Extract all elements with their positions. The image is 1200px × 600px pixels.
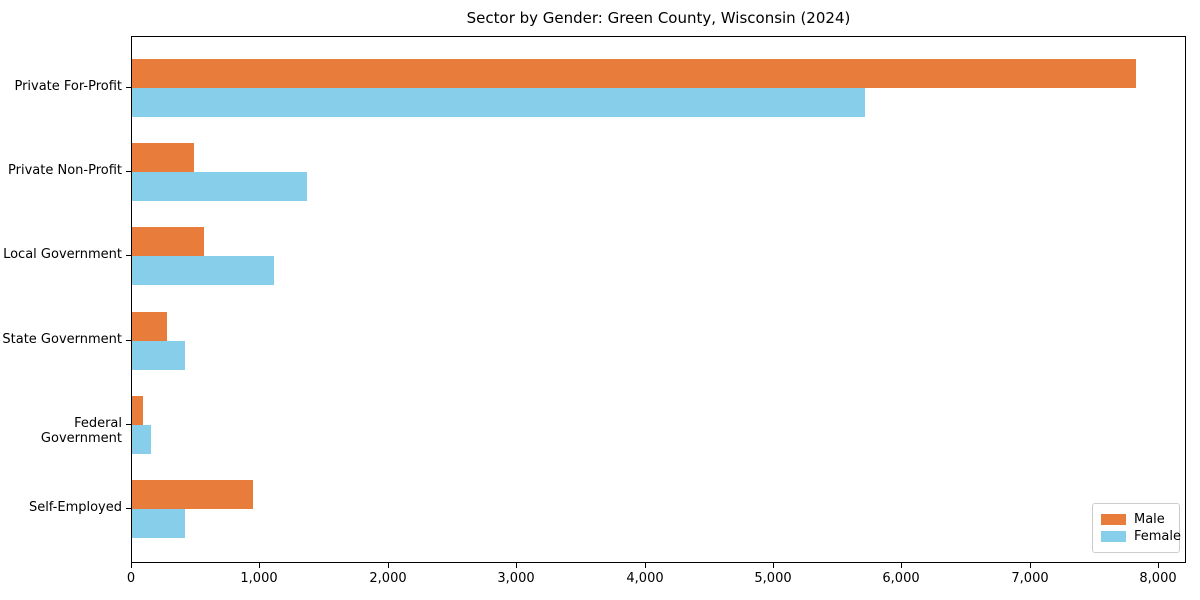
x-axis-tick <box>773 563 774 568</box>
x-axis-tick <box>1158 563 1159 568</box>
y-axis-tick <box>126 255 131 256</box>
y-axis-label: Local Government <box>3 247 122 262</box>
y-axis-label: State Government <box>2 332 122 347</box>
bar-male-4 <box>132 311 167 341</box>
x-tick-label: 0 <box>126 571 136 586</box>
x-axis-tick <box>901 563 902 568</box>
x-axis-tick <box>516 563 517 568</box>
x-tick-label: 4,000 <box>626 571 664 586</box>
x-tick-label: 7,000 <box>1011 571 1049 586</box>
bar-female-3 <box>132 256 274 286</box>
x-tick-label: 1,000 <box>240 571 278 586</box>
legend-swatch-male-icon <box>1101 514 1126 525</box>
chart-title: Sector by Gender: Green County, Wisconsi… <box>466 9 851 27</box>
y-axis-tick <box>126 424 131 425</box>
bar-female-2 <box>132 172 307 202</box>
bar-female-1 <box>132 88 865 117</box>
bar-male-2 <box>132 143 194 173</box>
x-tick-label: 6,000 <box>882 571 920 586</box>
bar-female-5 <box>132 424 151 454</box>
bar-male-5 <box>132 395 143 425</box>
bar-female-6 <box>132 509 185 538</box>
y-axis-label: Self-Employed <box>28 500 122 515</box>
x-axis-tick <box>1030 563 1031 568</box>
y-axis-tick <box>126 340 131 341</box>
y-axis-label: Private For-Profit <box>14 79 122 94</box>
legend-label-male: Male <box>1134 512 1165 527</box>
bar-male-6 <box>132 480 253 509</box>
x-tick-label: 3,000 <box>497 571 535 586</box>
legend: Male Female <box>1092 503 1181 553</box>
legend-entry-male: Male <box>1101 511 1171 528</box>
legend-entry-female: Female <box>1101 528 1181 545</box>
y-axis-tick <box>126 87 131 88</box>
y-axis-tick <box>126 171 131 172</box>
bar-male-3 <box>132 227 204 257</box>
x-axis-tick <box>259 563 260 568</box>
x-axis-tick <box>131 563 132 568</box>
x-tick-label: 2,000 <box>369 571 407 586</box>
y-axis-label: Private Non-Profit <box>8 163 122 178</box>
legend-label-female: Female <box>1134 529 1182 544</box>
x-tick-label: 8,000 <box>1139 571 1177 586</box>
bar-female-4 <box>132 340 185 370</box>
bar-male-1 <box>132 59 1136 88</box>
x-axis-tick <box>645 563 646 568</box>
y-axis-tick <box>126 508 131 509</box>
legend-swatch-female-icon <box>1101 531 1126 542</box>
y-axis-label: Federal Government <box>40 416 122 446</box>
x-axis-tick <box>388 563 389 568</box>
plot-area <box>131 36 1186 563</box>
x-tick-label: 5,000 <box>754 571 792 586</box>
